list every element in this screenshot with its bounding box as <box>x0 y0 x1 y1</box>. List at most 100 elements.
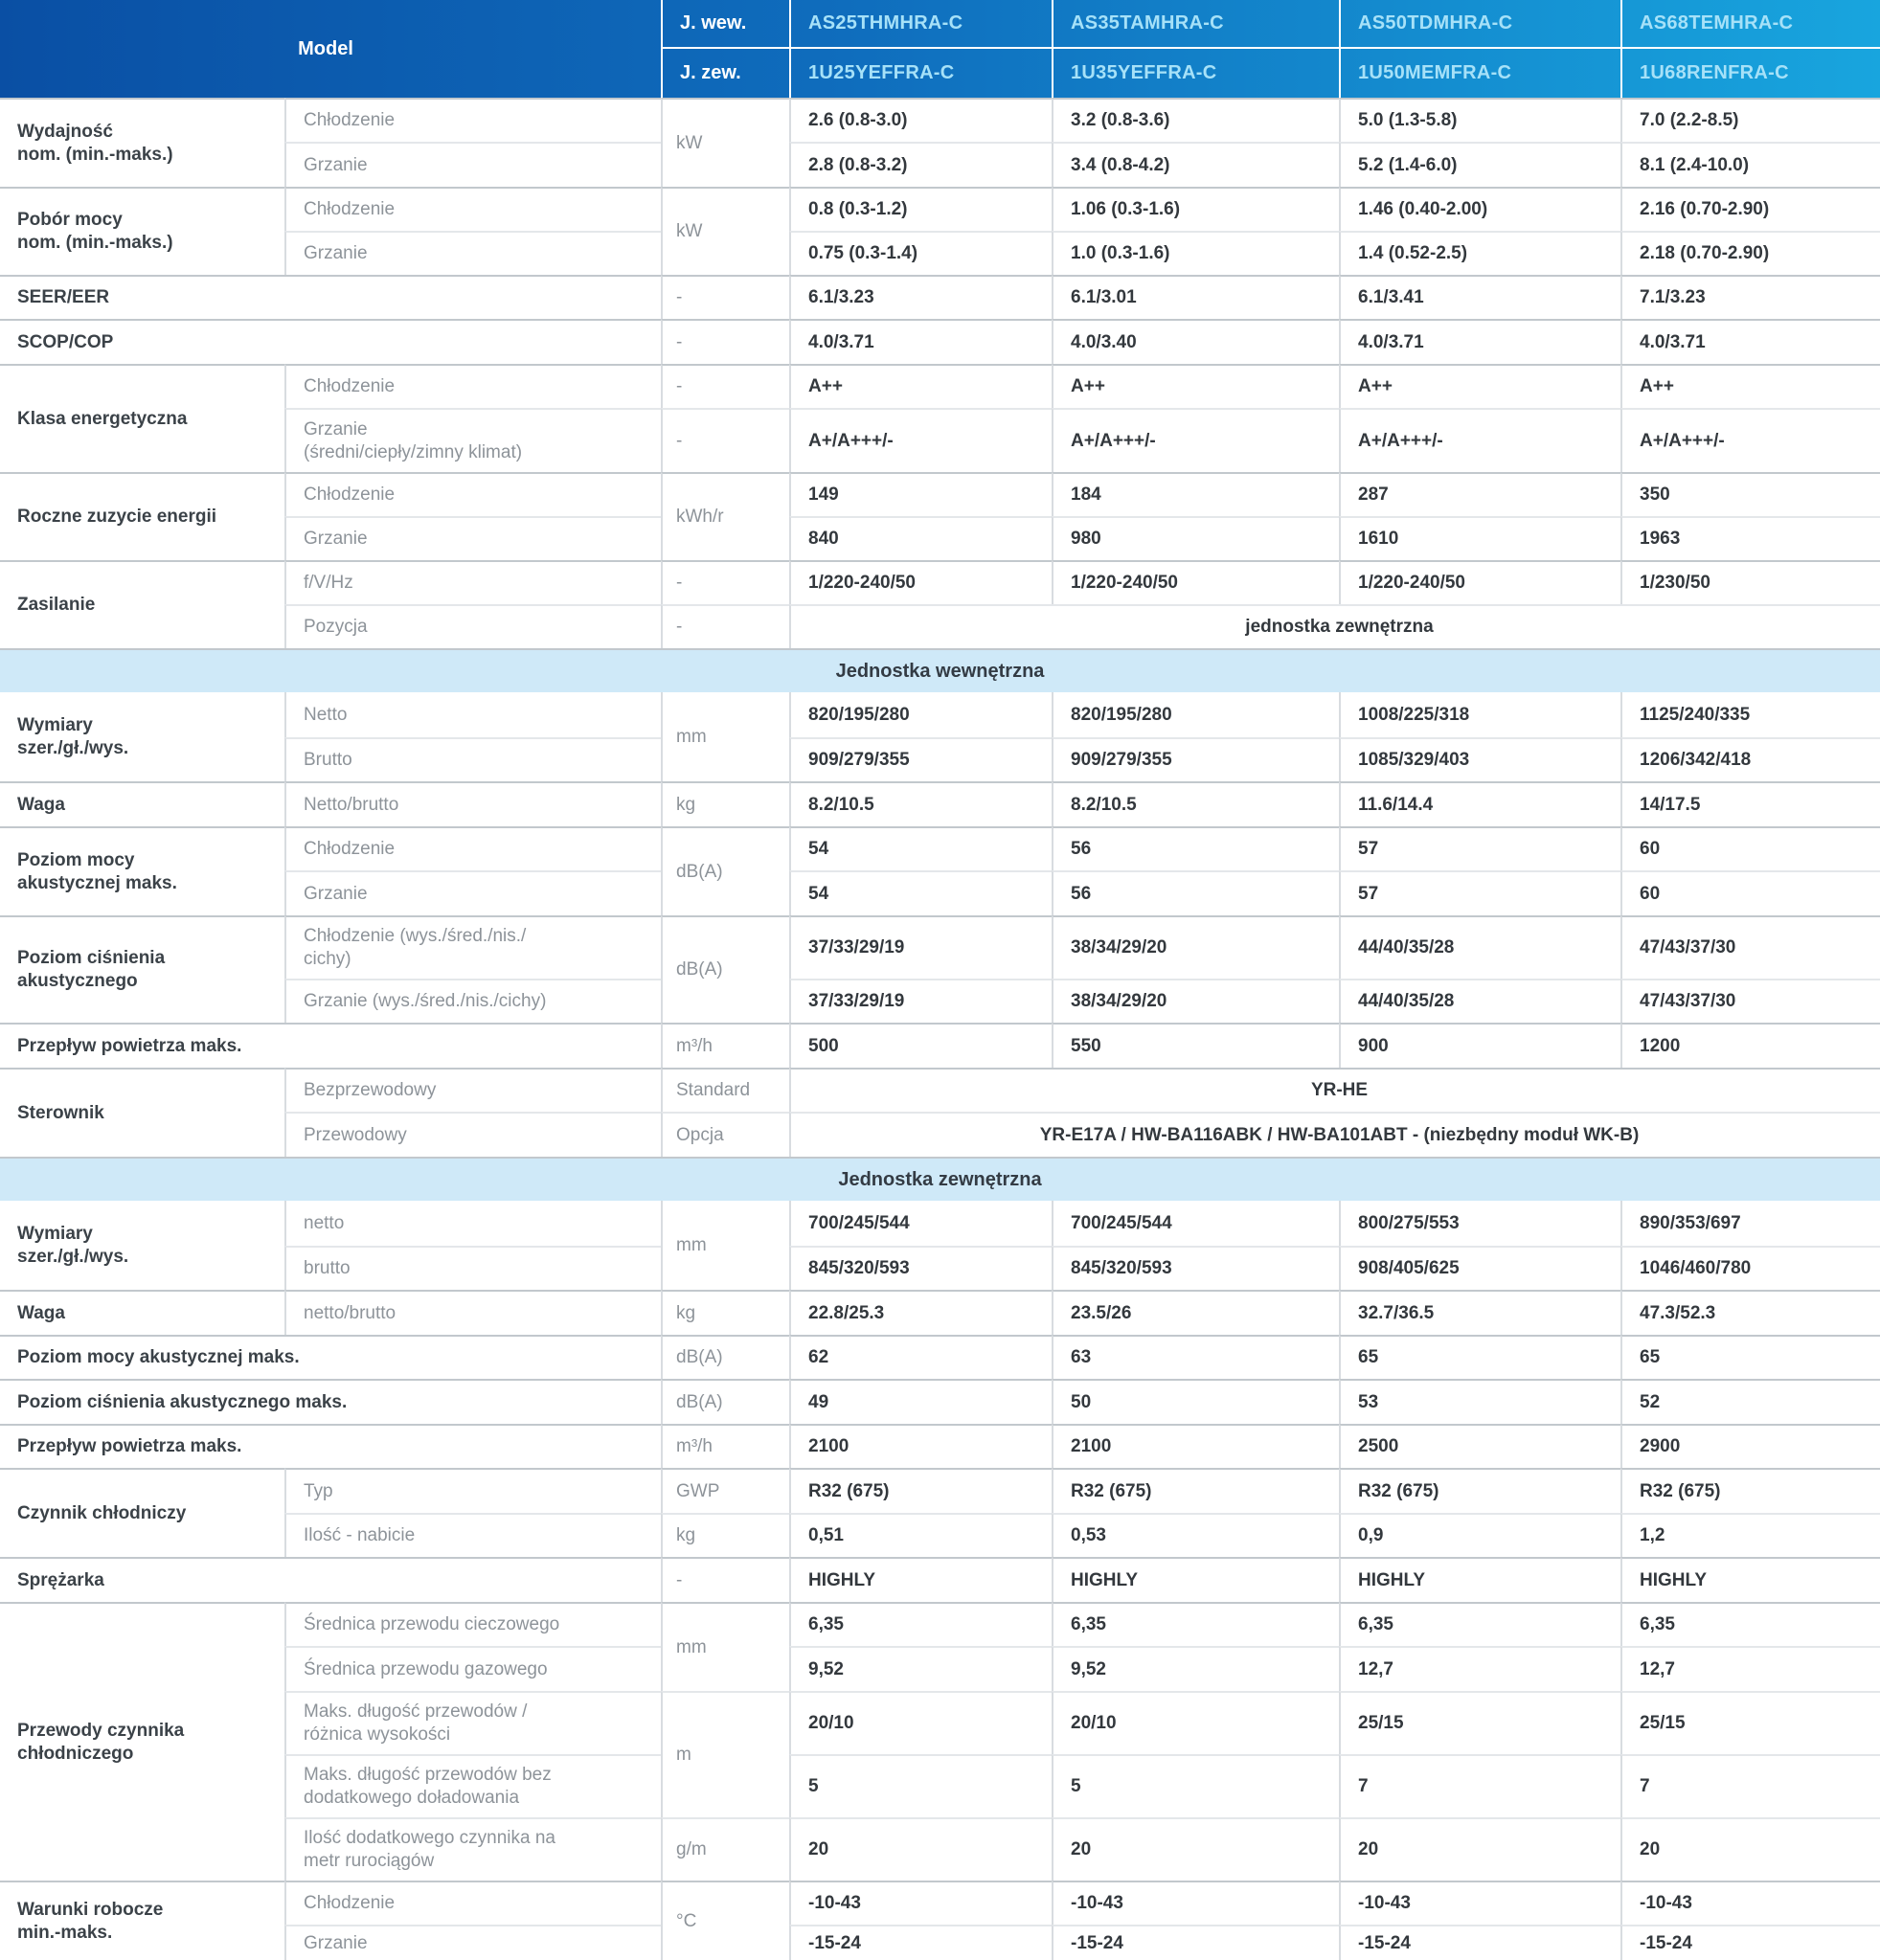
value-cell: 909/279/355 <box>1052 737 1339 781</box>
value-cell: 44/40/35/28 <box>1339 979 1620 1023</box>
value-cell: 37/33/29/19 <box>789 979 1052 1023</box>
row-sub-label: Chłodzenie <box>284 98 661 142</box>
value-cell: 1/220-240/50 <box>789 560 1052 604</box>
value-cell: 3.2 (0.8-3.6) <box>1052 98 1339 142</box>
row-unit: kWh/r <box>661 472 789 560</box>
row-group-warunki: Warunki robocze min.-maks. Chłodzenie °C… <box>0 1881 1880 1960</box>
value-cell: 1.0 (0.3-1.6) <box>1052 231 1339 275</box>
value-cell: HIGHLY <box>1620 1557 1880 1602</box>
row-poziom-mocy-zew: Poziom mocy akustycznej maks. dB(A) 62 6… <box>0 1335 1880 1379</box>
row-sub-label: Ilość dodatkowego czynnika na metr ruroc… <box>284 1817 661 1881</box>
value-cell: 845/320/593 <box>1052 1246 1339 1290</box>
value-cell: A++ <box>1620 364 1880 408</box>
value-cell: 4.0/3.71 <box>789 319 1052 364</box>
value-cell: 11.6/14.4 <box>1339 781 1620 826</box>
row-unit: - <box>661 408 789 472</box>
value-cell: 12,7 <box>1620 1646 1880 1691</box>
value-cell: 6.1/3.01 <box>1052 275 1339 319</box>
row-group-roczne-zuzycie: Roczne zuzycie energii Chłodzenie kWh/r … <box>0 472 1880 560</box>
value-cell: -10-43 <box>1339 1881 1620 1925</box>
row-unit: Standard <box>661 1068 789 1112</box>
value-cell: 0,51 <box>789 1513 1052 1557</box>
value-cell: 980 <box>1052 516 1339 560</box>
value-cell: A+/A+++/- <box>1339 408 1620 472</box>
value-cell: 5.2 (1.4-6.0) <box>1339 142 1620 187</box>
value-cell: 7 <box>1620 1754 1880 1817</box>
value-cell: 0,53 <box>1052 1513 1339 1557</box>
row-unit: - <box>661 364 789 408</box>
row-unit: m³/h <box>661 1424 789 1468</box>
value-cell: 6.1/3.23 <box>789 275 1052 319</box>
value-cell: R32 (675) <box>1620 1468 1880 1513</box>
row-label: Sprężarka <box>0 1557 661 1602</box>
value-cell: A+/A+++/- <box>1052 408 1339 472</box>
value-cell: 56 <box>1052 826 1339 870</box>
value-cell: 20 <box>789 1817 1052 1881</box>
row-group-klasa-energetyczna: Klasa energetyczna Chłodzenie - A++ A++ … <box>0 364 1880 472</box>
row-label: Klasa energetyczna <box>0 364 284 472</box>
row-unit: dB(A) <box>661 1379 789 1424</box>
value-cell: 550 <box>1052 1023 1339 1068</box>
value-cell: 149 <box>789 472 1052 516</box>
value-cell: 820/195/280 <box>789 692 1052 737</box>
value-cell: 20 <box>1620 1817 1880 1881</box>
row-label: Wymiary szer./gł./wys. <box>0 1201 284 1290</box>
row-sub-label: Pozycja <box>284 604 661 648</box>
row-unit: °C <box>661 1881 789 1960</box>
row-label: Pobór mocy nom. (min.-maks.) <box>0 187 284 275</box>
value-cell: 65 <box>1620 1335 1880 1379</box>
value-cell: 54 <box>789 826 1052 870</box>
value-cell: 1/230/50 <box>1620 560 1880 604</box>
value-cell: 2900 <box>1620 1424 1880 1468</box>
value-cell: 54 <box>789 870 1052 915</box>
value-cell: 0,9 <box>1339 1513 1620 1557</box>
row-group-sterownik: Sterownik Bezprzewodowy Standard YR-HE P… <box>0 1068 1880 1157</box>
row-sub-label: Netto <box>284 692 661 737</box>
value-cell: -15-24 <box>789 1925 1052 1960</box>
row-group-poziom-cisnienia-wew: Poziom ciśnienia akustycznego Chłodzenie… <box>0 915 1880 1023</box>
row-sprezarka: Sprężarka - HIGHLY HIGHLY HIGHLY HIGHLY <box>0 1557 1880 1602</box>
value-cell: R32 (675) <box>1052 1468 1339 1513</box>
header-outdoor-model-4: 1U68RENFRA-C <box>1620 49 1880 98</box>
row-sub-label: Maks. długość przewodów / różnica wysoko… <box>284 1691 661 1754</box>
row-label: Poziom mocy akustycznej maks. <box>0 826 284 915</box>
value-cell: 4.0/3.71 <box>1339 319 1620 364</box>
row-label: Przewody czynnika chłodniczego <box>0 1602 284 1881</box>
value-cell: 47/43/37/30 <box>1620 915 1880 979</box>
value-cell-span: YR-HE <box>789 1068 1880 1112</box>
row-label: Poziom mocy akustycznej maks. <box>0 1335 661 1379</box>
row-unit: - <box>661 319 789 364</box>
row-group-poziom-mocy-wew: Poziom mocy akustycznej maks. Chłodzenie… <box>0 826 1880 915</box>
value-cell: 1.4 (0.52-2.5) <box>1339 231 1620 275</box>
row-label: SEER/EER <box>0 275 661 319</box>
row-unit: - <box>661 1557 789 1602</box>
value-cell: 25/15 <box>1339 1691 1620 1754</box>
value-cell: 60 <box>1620 870 1880 915</box>
value-cell: HIGHLY <box>1052 1557 1339 1602</box>
row-label: Wymiary szer./gł./wys. <box>0 692 284 781</box>
header-indoor-unit-label: J. wew. <box>661 0 789 49</box>
value-cell: 287 <box>1339 472 1620 516</box>
row-group-wymiary-zew: Wymiary szer./gł./wys. netto mm 700/245/… <box>0 1201 1880 1290</box>
row-sub-label: f/V/Hz <box>284 560 661 604</box>
row-waga-zew: Waga netto/brutto kg 22.8/25.3 23.5/26 3… <box>0 1290 1880 1335</box>
value-cell: 20 <box>1052 1817 1339 1881</box>
value-cell: 1610 <box>1339 516 1620 560</box>
value-cell: R32 (675) <box>789 1468 1052 1513</box>
row-przeplyw-wew: Przepływ powietrza maks. m³/h 500 550 90… <box>0 1023 1880 1068</box>
header-indoor-model-3: AS50TDMHRA-C <box>1339 0 1620 49</box>
row-sub-label: Średnica przewodu gazowego <box>284 1646 661 1691</box>
row-sub-label: Bezprzewodowy <box>284 1068 661 1112</box>
value-cell: 1/220-240/50 <box>1052 560 1339 604</box>
row-sub-label: Grzanie <box>284 516 661 560</box>
header-outdoor-unit-label: J. zew. <box>661 49 789 98</box>
row-label: Poziom ciśnienia akustycznego <box>0 915 284 1023</box>
row-sub-label: Chłodzenie (wys./śred./nis./ cichy) <box>284 915 661 979</box>
row-group-czynnik: Czynnik chłodniczy Typ GWP R32 (675) R32… <box>0 1468 1880 1557</box>
value-cell: 5 <box>789 1754 1052 1817</box>
value-cell: 1.46 (0.40-2.00) <box>1339 187 1620 231</box>
row-sub-label: Chłodzenie <box>284 187 661 231</box>
value-cell-span: YR-E17A / HW-BA116ABK / HW-BA101ABT - (n… <box>789 1112 1880 1157</box>
value-cell: 845/320/593 <box>789 1246 1052 1290</box>
row-unit: dB(A) <box>661 915 789 1023</box>
